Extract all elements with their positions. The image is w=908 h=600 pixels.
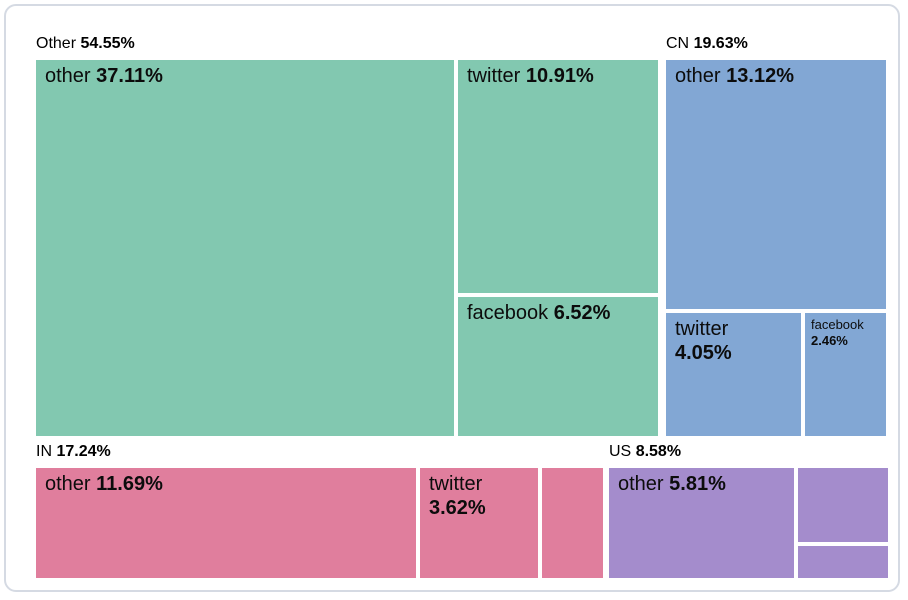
cell-other-facebook[interactable]: facebook 6.52% (458, 297, 658, 436)
cell-percent: 11.69% (96, 473, 163, 495)
group-label: IN (36, 443, 52, 460)
cell-percent: 2.46% (811, 333, 848, 348)
cell-percent: 10.91% (525, 65, 594, 87)
cell-cn-facebook[interactable]: facebook 2.46% (805, 313, 886, 436)
cell-us-unlabeled-1[interactable] (798, 468, 888, 542)
cell-label: other (45, 473, 91, 495)
cell-percent: 5.81% (669, 473, 726, 495)
cell-percent: 3.62% (429, 497, 486, 519)
group-label: US (609, 443, 632, 460)
cell-label: twitter (429, 473, 483, 495)
cell-other-other[interactable]: other 37.11% (36, 60, 454, 436)
group-header-us: US 8.58% (609, 442, 681, 462)
cell-label: other (618, 473, 664, 495)
cell-percent: 37.11% (96, 65, 163, 87)
cell-cn-twitter[interactable]: twitter 4.05% (666, 313, 801, 436)
cell-in-unlabeled[interactable] (542, 468, 603, 578)
cell-label: facebook (811, 317, 864, 332)
group-header-other: Other 54.55% (36, 34, 135, 54)
cell-label: facebook (467, 302, 549, 324)
cell-percent: 13.12% (726, 65, 794, 87)
cell-label: other (45, 65, 91, 87)
cell-percent: 6.52% (553, 302, 611, 324)
group-percent: 54.55% (80, 35, 135, 52)
cell-in-other[interactable]: other 11.69% (36, 468, 416, 578)
cell-percent: 4.05% (675, 342, 732, 364)
cell-in-twitter[interactable]: twitter 3.62% (420, 468, 538, 578)
group-percent: 8.58% (635, 443, 682, 460)
cell-us-unlabeled-2[interactable] (798, 546, 888, 578)
cell-other-twitter[interactable]: twitter 10.91% (458, 60, 658, 293)
cell-cn-other[interactable]: other 13.12% (666, 60, 886, 309)
cell-label: twitter (467, 65, 521, 87)
cell-us-other[interactable]: other 5.81% (609, 468, 794, 578)
group-header-in: IN 17.24% (36, 442, 111, 462)
group-header-cn: CN 19.63% (666, 34, 748, 54)
cell-label: other (675, 65, 721, 87)
group-label: CN (666, 35, 690, 52)
treemap-card: Other 54.55% CN 19.63% IN 17.24% US 8.58… (4, 4, 900, 592)
group-label: Other (36, 35, 77, 52)
group-percent: 17.24% (56, 443, 111, 460)
cell-label: twitter (675, 318, 729, 340)
group-percent: 19.63% (693, 35, 748, 52)
